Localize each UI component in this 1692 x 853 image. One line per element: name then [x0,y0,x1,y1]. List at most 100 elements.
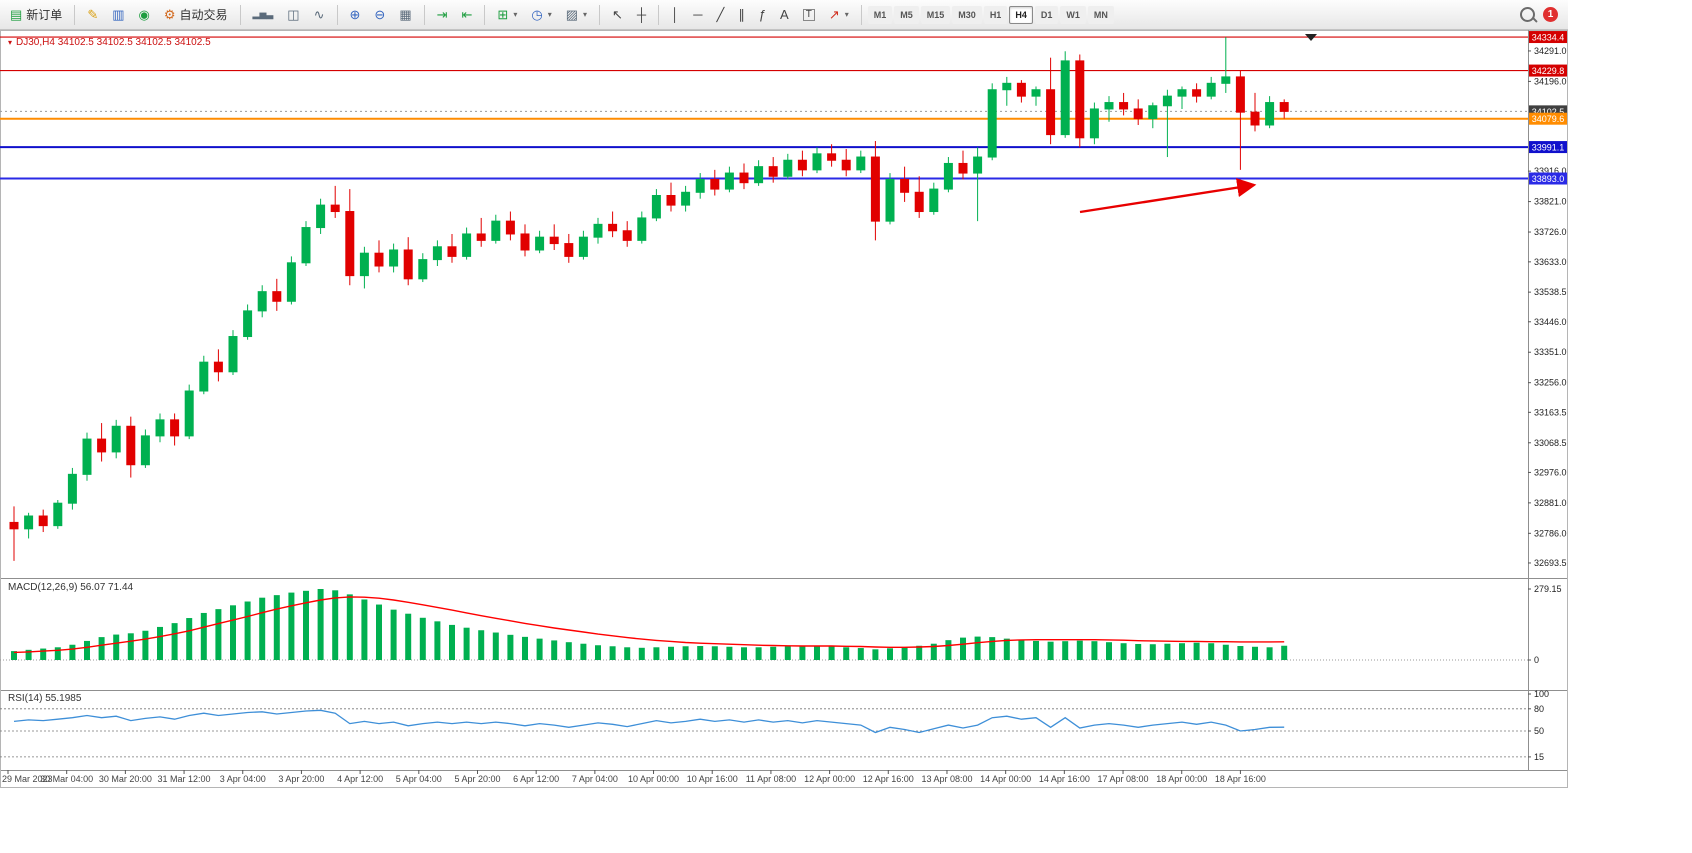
macd-bar [711,646,718,660]
fibonacci-tool-button[interactable]: ƒ [753,5,772,24]
macd-bar [69,644,76,660]
time-axis-label: 14 Apr 00:00 [980,774,1031,784]
candle-body [608,223,618,232]
macd-bar [638,647,645,660]
time-axis-label: 18 Apr 16:00 [1215,774,1266,784]
chart-shift-button[interactable]: ⇤ [456,5,479,24]
candle-body [53,502,63,527]
macd-bar [916,645,923,660]
macd-bar [171,623,178,660]
time-axis-label: 11 Apr 08:00 [746,774,796,784]
macd-bar [697,646,704,660]
timeframe-m5[interactable]: M5 [894,5,919,24]
auto-scroll-button[interactable]: ⇥ [431,5,454,24]
macd-bar [653,647,660,660]
candle-body [1133,108,1143,120]
timeframe-mn[interactable]: MN [1087,5,1114,24]
macd-axis-label: 279.15 [1534,584,1562,594]
candle-body [184,390,194,437]
timeframe-w1[interactable]: W1 [1060,5,1086,24]
price-level-lines[interactable] [0,36,1528,180]
arrows-tool-button[interactable]: ↗ ▾ [823,5,855,24]
macd-bar [1018,639,1025,660]
price-badge [1529,172,1567,185]
timeframe-d1[interactable]: D1 [1034,5,1059,24]
macd-bar [1164,643,1171,660]
search-icon[interactable] [1520,7,1535,22]
timeframe-m15[interactable]: M15 [920,5,951,24]
macd-bar [1091,641,1098,660]
channel-tool-button[interactable]: ∥ [732,5,751,24]
candles-layer[interactable] [9,37,1289,561]
timeframe-h4[interactable]: H4 [1009,5,1033,24]
terminal-button[interactable]: ▥ [106,5,130,24]
text-tool-button[interactable]: A [774,5,795,24]
macd-bar [1222,644,1229,660]
new-order-button[interactable]: ▤ 新订单 [4,3,68,26]
timeframe-m30[interactable]: M30 [952,5,982,24]
chart-line-button[interactable]: ∿ [308,5,331,24]
periods-button[interactable]: ◷ ▾ [525,5,557,24]
rsi-pane: 100 80 50 15 [0,689,1549,762]
crosshair-button[interactable]: ┼ [631,5,652,24]
candle-body [914,191,924,213]
candle-body [67,473,77,504]
candle-body [272,291,282,302]
chart-shift-icon: ⇤ [461,7,473,22]
macd-bar [1047,641,1054,660]
chart-bars-button[interactable]: ▂▅▃ [247,7,280,22]
toolbar-separator [423,4,425,25]
autotrading-button[interactable]: ⚙ 自动交易 [158,3,234,26]
tile-windows-button[interactable]: ▦ [393,5,417,24]
candle-body [1119,102,1129,110]
trendline-tool-button[interactable]: ╱ [710,5,730,24]
macd-bar [726,646,733,660]
metaeditor-button[interactable]: ✎ [81,5,104,24]
label-tool-button[interactable]: T [797,6,821,24]
vline-tool-button[interactable]: │ [665,5,685,24]
candle-body [885,178,895,222]
arrow-annotation[interactable] [1079,178,1257,214]
text-icon: A [780,7,789,22]
price-axis-label: 33163.5 [1534,407,1567,417]
zoom-out-icon: ⊖ [374,7,386,22]
macd-bar [1252,646,1258,660]
macd-bar [405,613,412,660]
candle-body [987,89,997,158]
price-axis-label: 32693.5 [1534,558,1567,568]
timeframe-h1[interactable]: H1 [983,5,1008,24]
candle-body [637,217,647,241]
macd-bar [741,647,747,660]
sound-button[interactable]: ◉ [133,5,156,24]
macd-bar [259,597,266,660]
templates-button[interactable]: ▨ ▾ [560,5,593,24]
indicators-button[interactable]: ⊞ ▾ [491,5,523,24]
timeframe-m1[interactable]: M1 [867,5,893,24]
hline-tool-button[interactable]: ─ [687,5,708,24]
cursor-button[interactable]: ↖ [606,5,629,24]
zoom-in-button[interactable]: ⊕ [344,5,367,24]
candle-body [491,220,501,241]
zoom-out-button[interactable]: ⊖ [368,5,391,24]
rsi-axis-label: 50 [1534,726,1544,736]
chart-candles-button[interactable]: ◫ [281,5,305,24]
new-order-icon: ▤ [10,7,23,22]
price-chart-canvas[interactable]: 34291.0 34196.0 33916.0 33821.0 33726.0 33633… [0,30,1568,788]
macd-bar [960,637,966,660]
macd-bar [1062,641,1069,660]
candle-body [1192,89,1202,97]
candle-body [462,233,472,257]
candle-body [432,246,442,261]
macd-pane: 279.15 0 [0,584,1562,665]
chart-window[interactable]: 34291.0 34196.0 33916.0 33821.0 33726.0 33633… [0,30,1568,788]
macd-bar [273,595,280,660]
notification-badge[interactable]: 1 [1543,7,1558,22]
time-axis-label: 13 Apr 08:00 [921,774,972,784]
macd-bar [25,649,32,660]
candle-body [418,259,428,280]
price-axis[interactable]: 34291.0 34196.0 33916.0 33821.0 33726.0 33633… [1528,46,1567,568]
triangle-marker[interactable] [1305,34,1317,41]
macd-bar [536,638,543,660]
macd-bar [624,647,631,660]
